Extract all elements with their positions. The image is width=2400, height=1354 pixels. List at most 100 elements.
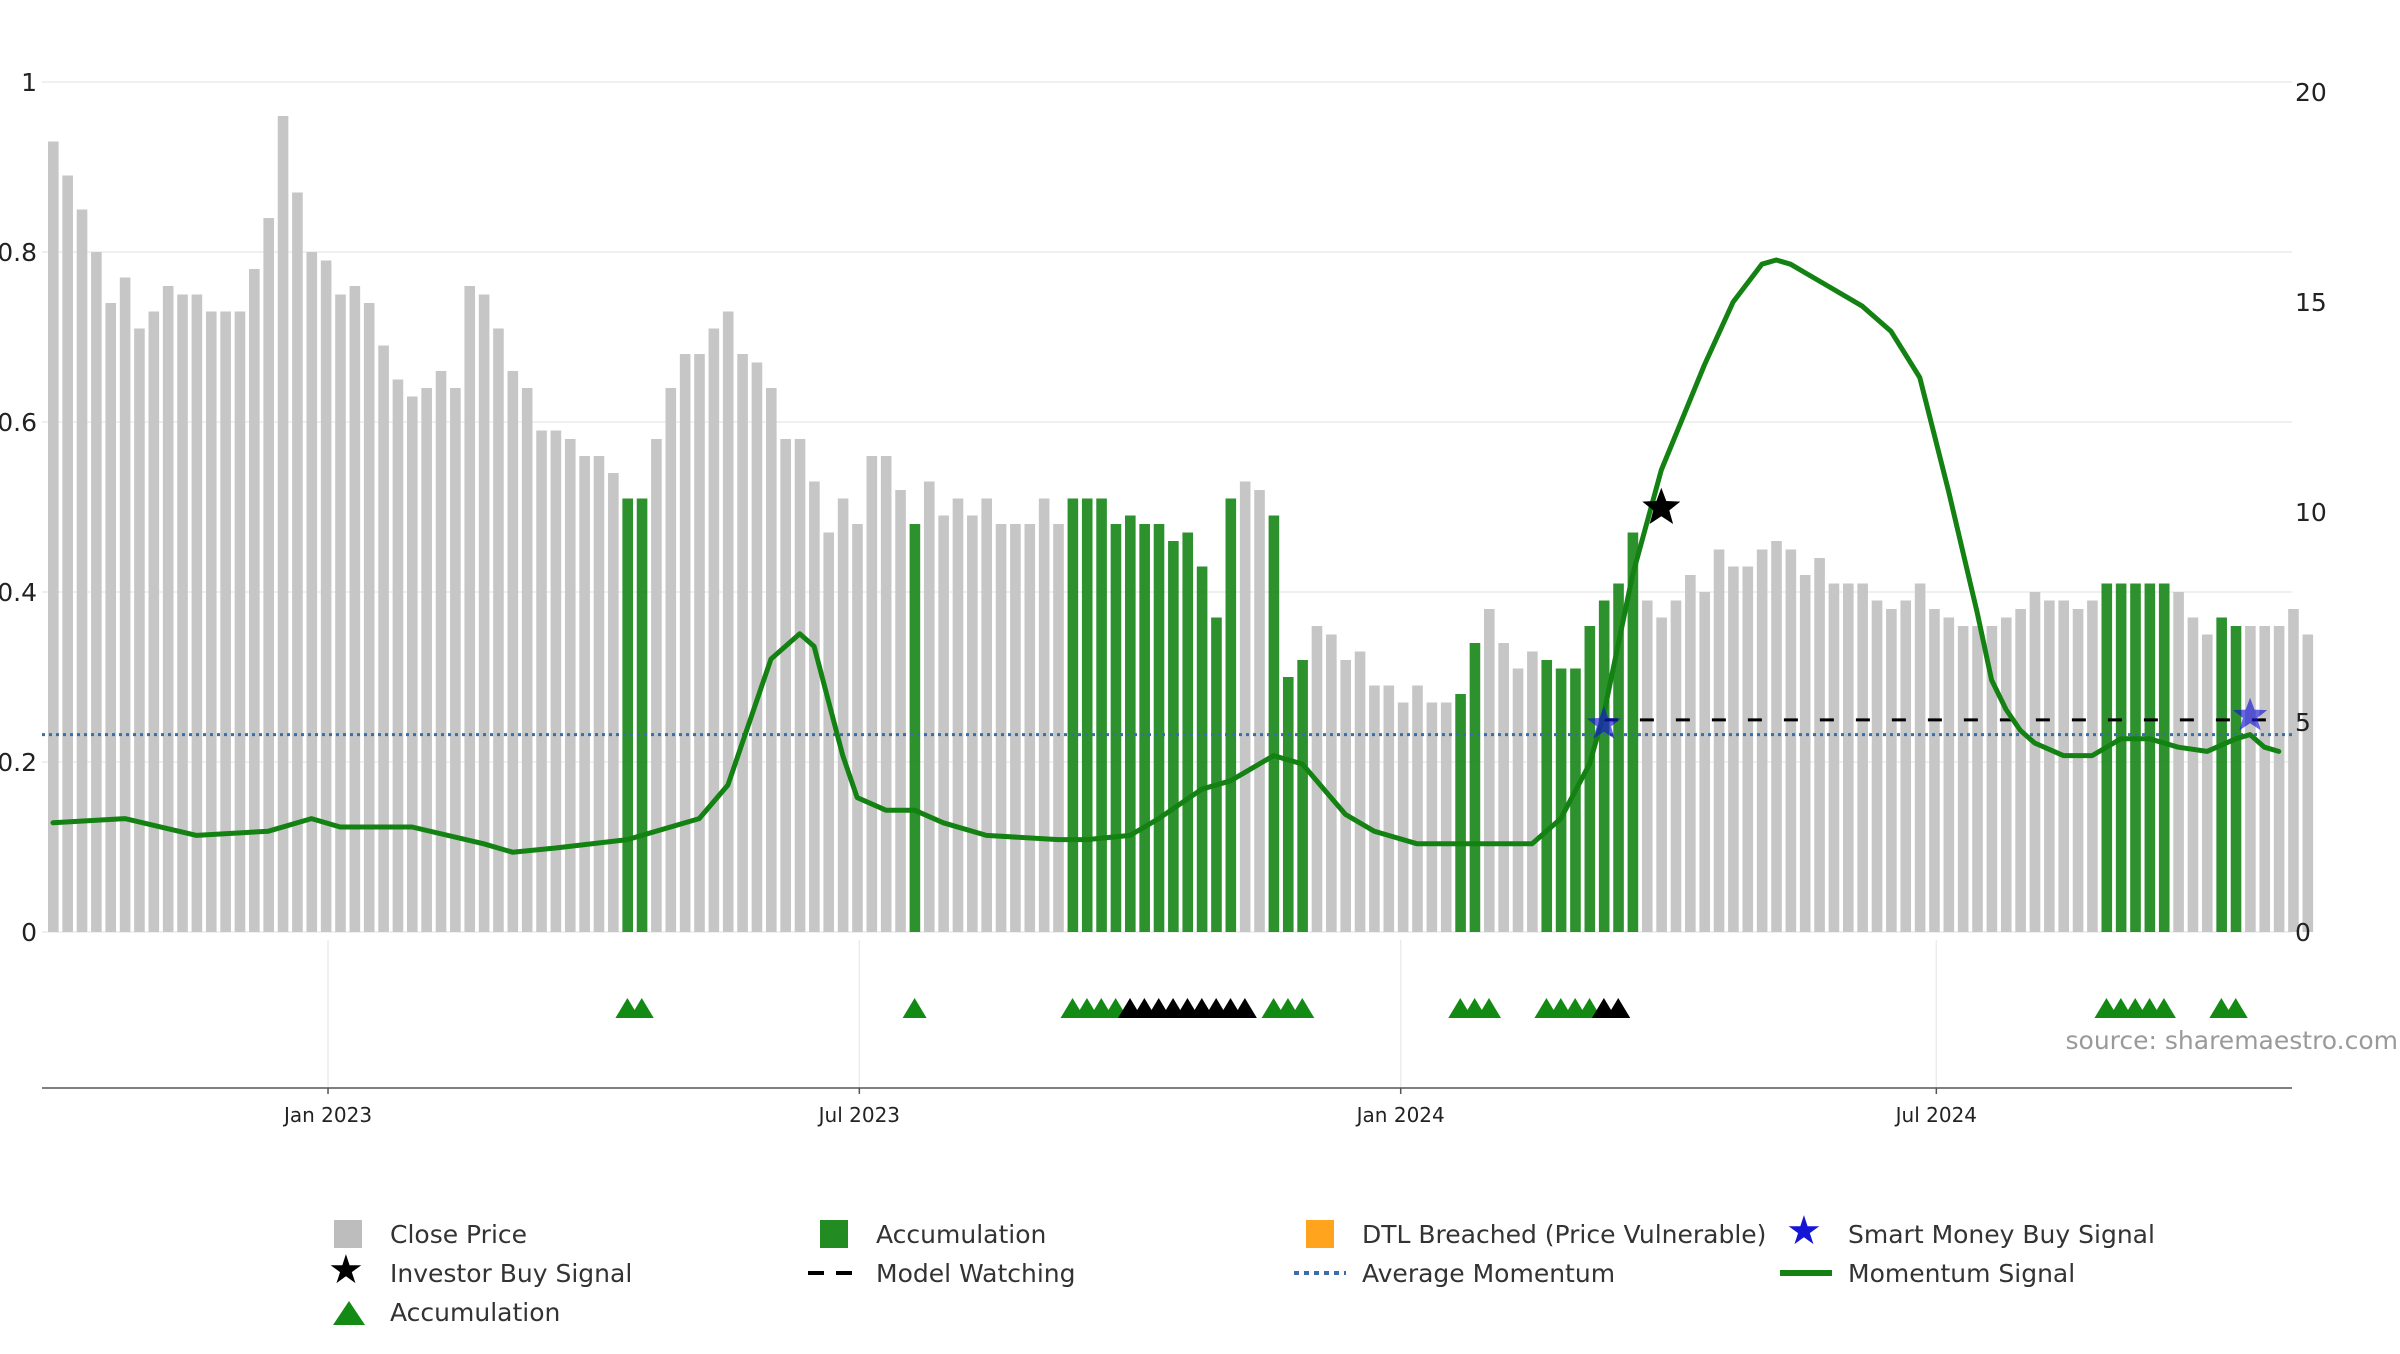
accumulation-bar	[1096, 498, 1107, 932]
price-bar	[1742, 566, 1754, 932]
y-right-tick-label: 10	[2295, 498, 2327, 527]
price-bar	[1641, 600, 1653, 932]
legend-label: Accumulation	[390, 1297, 561, 1327]
price-bar	[722, 311, 734, 932]
price-bar	[450, 388, 461, 932]
price-bar	[1656, 617, 1667, 932]
y-left-tick-label: 1	[21, 68, 37, 97]
price-bar	[134, 328, 145, 932]
y-left-tick-label: 0.4	[0, 578, 37, 607]
price-bar	[507, 371, 519, 932]
price-bar	[938, 515, 949, 932]
price-bar	[2044, 600, 2055, 932]
price-bar	[1383, 685, 1395, 932]
price-bar	[1239, 481, 1251, 932]
price-bar	[995, 524, 1007, 932]
price-bar	[205, 311, 217, 932]
y-right-tick-label: 5	[2295, 708, 2311, 737]
price-bar	[1340, 660, 1351, 932]
accumulation-triangle-icon	[629, 998, 654, 1018]
price-bar	[2015, 609, 2026, 932]
price-bar	[1929, 609, 1940, 932]
price-bar	[1728, 566, 1739, 932]
price-bar	[751, 362, 763, 932]
line-swatch	[1780, 1270, 1832, 1276]
price-bar	[1957, 626, 1969, 932]
legend-label: Close Price	[390, 1219, 528, 1249]
price-bar	[363, 303, 375, 932]
accumulation-bar	[1455, 694, 1466, 932]
price-bar	[1814, 558, 1825, 932]
momentum-signal-line	[50, 257, 2282, 855]
y-left-tick-label: 0.6	[0, 408, 37, 437]
price-bar	[162, 286, 174, 932]
price-bar	[952, 498, 964, 932]
price-bar	[837, 498, 849, 932]
source-label: source: sharemaestro.com	[2066, 1026, 2399, 1055]
price-bar	[407, 396, 418, 932]
triangle-icon	[333, 1301, 365, 1325]
price-bar	[1412, 685, 1423, 932]
legend-item-dtl: DTL Breached (Price Vulnerable)	[1292, 1217, 1766, 1251]
price-bar	[2187, 617, 2199, 932]
price-bar	[1843, 583, 1854, 932]
price-bar	[48, 141, 59, 932]
price-bar	[1670, 600, 1682, 932]
accumulation-triangle-icon	[902, 998, 927, 1018]
price-bars	[48, 116, 2314, 932]
price-bar	[119, 277, 131, 932]
price-bar	[2087, 600, 2098, 932]
accumulation-bar	[1110, 524, 1122, 932]
price-bar	[2058, 600, 2069, 932]
legend-label: Average Momentum	[1362, 1258, 1616, 1288]
price-bar	[1943, 617, 1955, 932]
dotted-line-swatch	[1294, 1271, 1346, 1275]
price-bar	[1857, 583, 1868, 932]
accumulation-bar	[1182, 532, 1194, 932]
price-bar	[1699, 592, 1710, 932]
legend-item-smart-money: ★ Smart Money Buy Signal	[1778, 1211, 2155, 1251]
legend-item-investor-buy: ★ Investor Buy Signal	[320, 1250, 632, 1290]
x-tick-label: Jul 2023	[817, 1103, 900, 1127]
legend-label: Smart Money Buy Signal	[1848, 1219, 2155, 1249]
y-right-tick-label: 0	[2295, 918, 2311, 947]
legend-item-accumulation-marker: Accumulation	[320, 1295, 560, 1329]
price-bar	[2202, 634, 2213, 932]
price-bar	[493, 328, 504, 932]
accumulation-bar	[1153, 524, 1165, 932]
price-bar	[478, 294, 490, 932]
price-bar	[1785, 549, 1797, 932]
price-bar	[593, 456, 605, 932]
price-bar	[608, 473, 619, 932]
price-bar	[435, 371, 447, 932]
price-bar	[1484, 609, 1495, 932]
price-bar	[1354, 651, 1366, 932]
legend-label: Accumulation	[876, 1219, 1047, 1249]
price-bar	[895, 490, 906, 932]
accumulation-bar	[1268, 515, 1280, 932]
price-bar	[249, 269, 260, 932]
black-triangle-icon	[1606, 998, 1631, 1018]
price-bar	[1254, 490, 1265, 932]
legend-label: DTL Breached (Price Vulnerable)	[1362, 1219, 1767, 1249]
accumulation-bar	[2130, 583, 2141, 932]
price-bar	[1685, 575, 1696, 932]
accumulation-bar	[1139, 524, 1150, 932]
accumulation-swatch	[820, 1220, 848, 1248]
axes	[42, 1087, 2292, 1094]
price-bar	[1771, 541, 1782, 932]
price-bar	[277, 116, 289, 932]
price-bar	[923, 481, 935, 932]
accumulation-bar	[1225, 498, 1237, 932]
price-bar	[91, 252, 102, 932]
accumulation-bar	[1627, 532, 1639, 932]
accumulation-bar	[2230, 626, 2242, 932]
dtl-swatch	[1306, 1220, 1334, 1248]
price-bar	[1756, 549, 1768, 932]
price-bar	[794, 439, 806, 932]
legend-item-accumulation: Accumulation	[806, 1217, 1046, 1251]
accumulation-bar	[1125, 515, 1136, 932]
price-bar	[1828, 583, 1840, 932]
y-left-tick-label: 0.2	[0, 748, 37, 777]
